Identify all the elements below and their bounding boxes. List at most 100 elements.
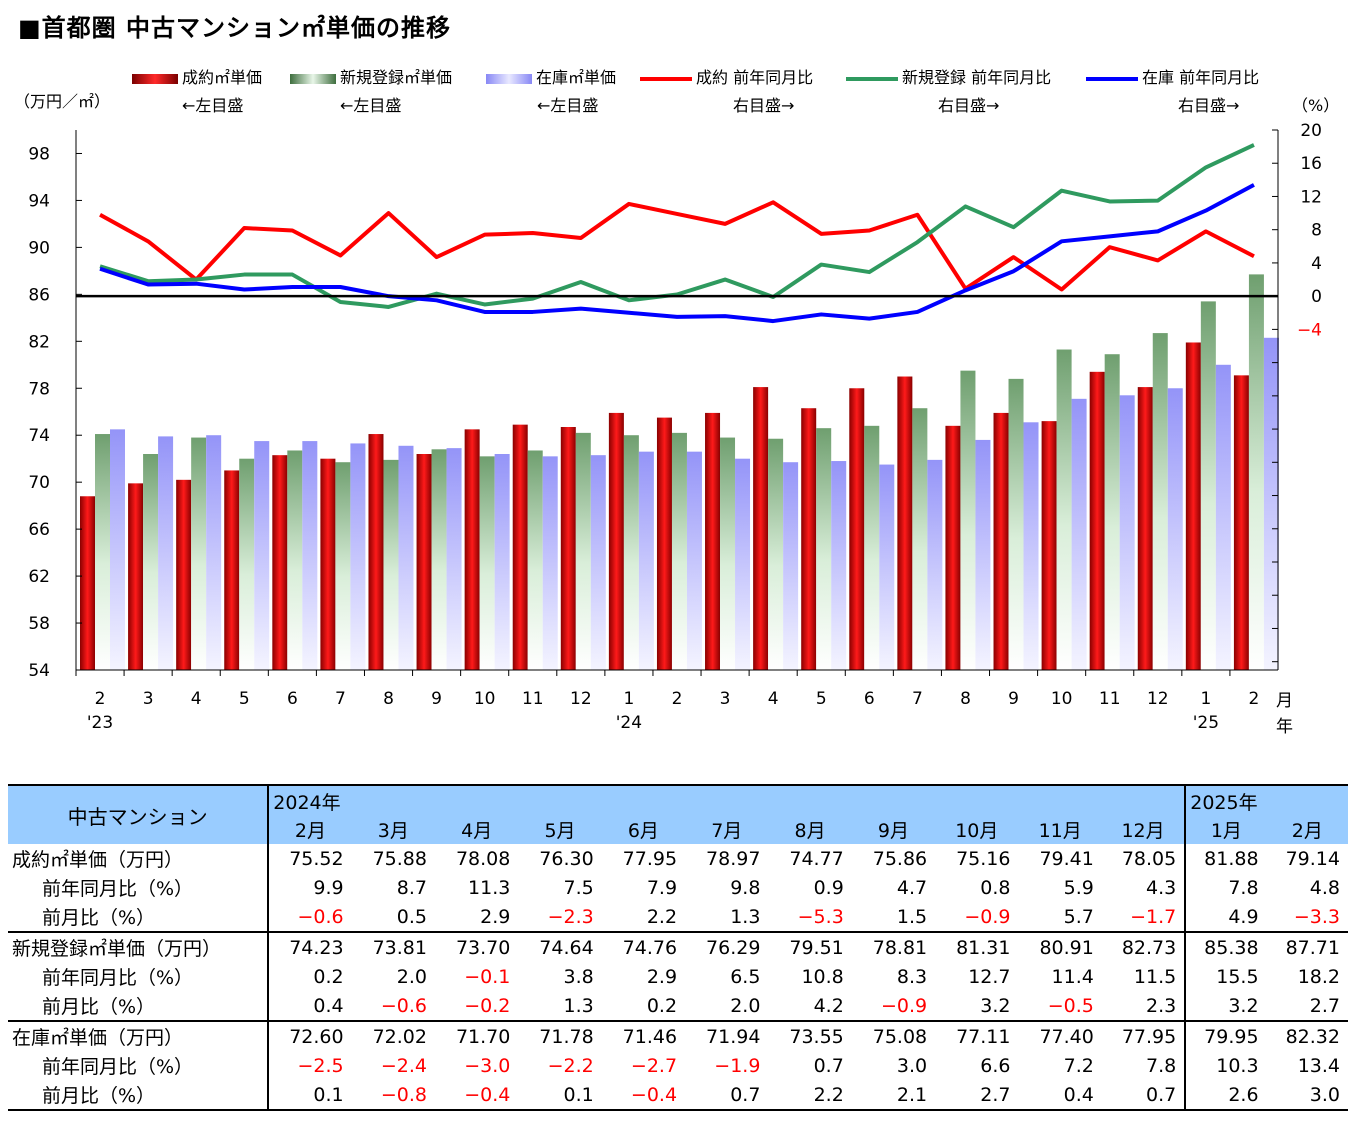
legend-sub-right-axis: 右目盛→ (938, 96, 1000, 115)
bar-new-listing (383, 459, 399, 670)
bar-stock (350, 443, 366, 670)
table-cell: −3.0 (464, 1054, 511, 1077)
table-cell: 0.8 (980, 876, 1011, 899)
table-cell: 13.4 (1297, 1054, 1340, 1077)
table-cell: 75.88 (372, 847, 427, 870)
bar-contract (224, 470, 240, 670)
x-year-label: '23 (87, 713, 113, 733)
table-cell: 77.40 (1018, 1020, 1102, 1051)
legend-swatch-stock-yoy (1086, 76, 1138, 81)
table-row-label: 成約㎡単価（万円） (8, 844, 270, 873)
table-cell: 74.76 (601, 931, 686, 962)
right-axis-unit: （%） (1292, 96, 1340, 115)
table-cell: 7.5 (563, 876, 594, 899)
bar-contract (464, 429, 480, 670)
bar-new-listing (1008, 378, 1024, 670)
table-cell: 7.8 (1184, 873, 1267, 902)
bar-stock (590, 455, 606, 670)
left-tick-label: 70 (28, 473, 50, 493)
bar-contract (560, 427, 576, 670)
table-cell: 81.31 (935, 931, 1019, 962)
left-tick-label: 74 (28, 426, 50, 446)
table-cell: 1.3 (563, 994, 594, 1017)
bar-new-listing (1152, 333, 1168, 670)
table-cell: −0.4 (601, 1080, 686, 1111)
table-cell: 2.0 (730, 994, 761, 1017)
bar-contract (80, 496, 95, 670)
x-year-label: '24 (616, 713, 642, 733)
bar-stock (686, 451, 702, 670)
table-cell: 85.38 (1184, 931, 1267, 962)
table-cell: 7.9 (646, 876, 678, 899)
x-tick-label: 7 (335, 689, 346, 709)
table-cell: 73.70 (434, 931, 519, 962)
legend-item-stock-price: 在庫㎡単価 (486, 66, 616, 90)
table-cell: 2.7 (1309, 994, 1340, 1017)
table-cell: −0.2 (464, 994, 511, 1017)
table-month-header: 12月 (1101, 815, 1186, 844)
table-row-label: 前年同月比（%） (8, 1051, 270, 1080)
bar-new-listing (1104, 354, 1120, 670)
table-cell: 3.0 (1266, 1080, 1348, 1111)
legend-label: 成約 前年同月比 (696, 68, 814, 87)
line-stock-yoy (99, 183, 1255, 324)
table-cell: 7.8 (1146, 1054, 1177, 1077)
left-tick-label: 58 (28, 614, 50, 634)
table-row-label: 前月比（%） (8, 991, 270, 1021)
table-cell: 77.95 (1101, 1020, 1186, 1051)
table-cell: −2.5 (297, 1054, 344, 1077)
bar-new-listing (191, 437, 207, 670)
legend-swatch-stock-price (486, 73, 532, 84)
table-month-row: 2月 3月 4月 5月 6月 7月 8月 9月 10月 11月 12月 1月 2月 (8, 815, 1348, 844)
table-cell: 77.95 (622, 847, 678, 870)
table-row: 新規登録㎡単価（万円） 74.23 73.81 73.70 74.64 74.76 76.2… (8, 931, 1348, 962)
table-row-label: 前年同月比（%） (8, 962, 270, 991)
x-tick-label: 4 (768, 689, 779, 709)
line-contract-yoy (99, 200, 1255, 292)
legend-sub-left-axis: ←左目盛 (537, 96, 599, 115)
bar-new-listing (960, 370, 976, 670)
table-cell: 71.70 (434, 1020, 519, 1051)
bar-new-listing (143, 454, 159, 670)
bar-contract (1233, 375, 1249, 670)
x-tick-label: 2 (95, 689, 106, 709)
bar-new-listing (575, 432, 591, 670)
table-cell: 4.2 (813, 994, 844, 1017)
table-cell: 2.2 (768, 1080, 852, 1111)
table-cell: 73.81 (351, 931, 435, 962)
table-month-header: 10月 (935, 815, 1019, 844)
bar-stock (783, 462, 799, 670)
bar-contract (416, 454, 432, 670)
table-cell: 11.4 (1051, 965, 1094, 988)
bar-contract (945, 425, 961, 670)
table-row: 前月比（%） 0.1 −0.8 −0.4 0.1 −0.4 0.7 2.2 2.1 2.7 0.4 0… (8, 1080, 1348, 1111)
table-cell: 81.88 (1184, 844, 1267, 873)
x-tick-label: 4 (191, 689, 202, 709)
x-tick-label: 6 (287, 689, 298, 709)
table-cell: 2.7 (935, 1080, 1019, 1111)
x-tick-label: 6 (864, 689, 875, 709)
table-row: 前年同月比（%） 0.2 2.0 −0.1 3.8 2.9 6.5 10.8 8.3 12.7 11… (8, 962, 1348, 991)
table-cell: 74.77 (789, 847, 844, 870)
x-tick-label: 1 (1200, 689, 1211, 709)
table-row-label: 前年同月比（%） (8, 873, 270, 902)
bar-new-listing (720, 437, 736, 670)
bar-stock (1263, 337, 1279, 670)
bar-new-listing (864, 425, 880, 670)
table-cell: 3.2 (980, 994, 1011, 1017)
legend-label: 在庫 前年同月比 (1142, 68, 1260, 87)
table-cell: 71.46 (601, 1020, 686, 1051)
legend-sub-right-axis: 右目盛→ (1178, 96, 1240, 115)
bar-contract (993, 412, 1009, 670)
table-cell: 1.5 (896, 905, 928, 928)
table-cell: −2.3 (547, 905, 594, 928)
bar-contract (1041, 421, 1057, 670)
right-tick-label: 16 (1300, 154, 1322, 174)
table-cell: 79.51 (768, 931, 852, 962)
table-cell: 87.71 (1266, 931, 1348, 962)
table-month-header: 3月 (351, 815, 435, 844)
table-cell: 82.73 (1101, 931, 1186, 962)
legend-label: 成約㎡単価 (182, 68, 263, 87)
bar-contract (176, 479, 192, 670)
table-cell: 79.14 (1285, 847, 1340, 870)
